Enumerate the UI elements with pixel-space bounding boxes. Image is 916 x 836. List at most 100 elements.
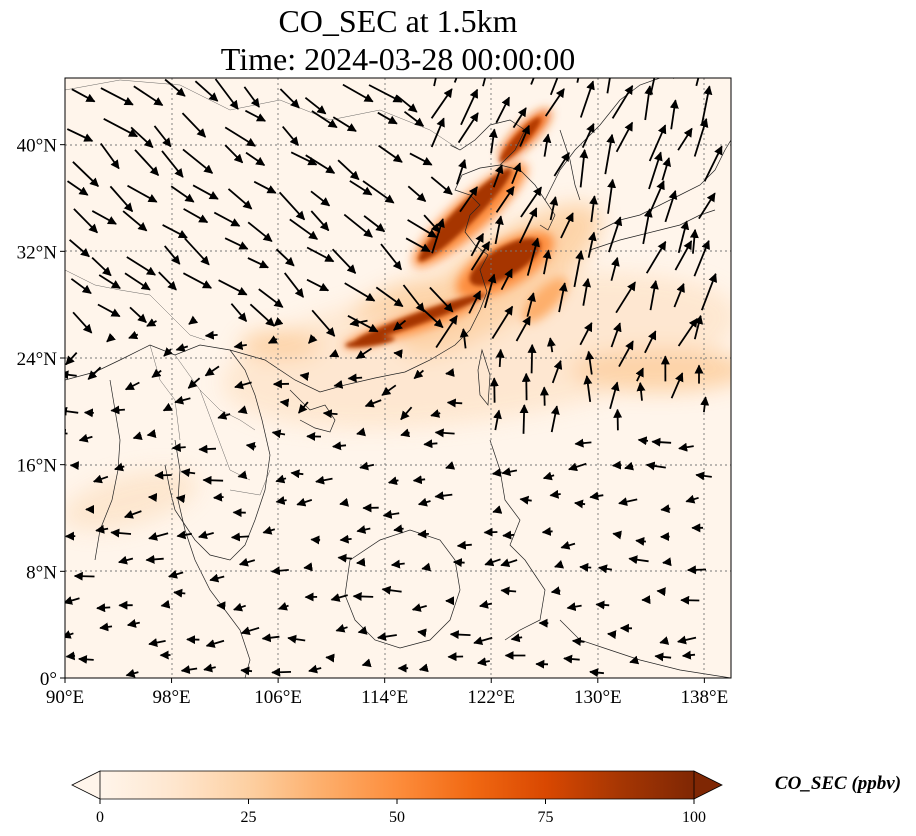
- wind-arrow: [65, 630, 74, 639]
- wind-arrow: [484, 557, 501, 567]
- wind-arrow: [238, 557, 256, 567]
- wind-arrow: [495, 96, 511, 124]
- wind-arrow: [308, 664, 322, 674]
- wind-arrow: [209, 573, 225, 583]
- wind-arrow: [431, 218, 445, 254]
- wind-arrow: [645, 461, 666, 471]
- wind-arrow: [430, 88, 453, 119]
- wind-arrow: [375, 286, 404, 308]
- wind-arrow: [574, 438, 592, 448]
- wind-arrow: [449, 630, 471, 640]
- wind-arrow: [595, 600, 610, 610]
- wind-arrow: [550, 586, 561, 596]
- wind-arrow: [146, 318, 157, 327]
- wind-arrow: [542, 471, 555, 481]
- wind-arrow: [204, 365, 220, 377]
- wind-arrow: [65, 428, 68, 438]
- wind-arrow: [315, 475, 333, 485]
- wind-arrow: [271, 667, 292, 677]
- wind-arrow: [357, 626, 368, 635]
- wind-arrow: [571, 637, 585, 646]
- wind-arrow: [352, 591, 374, 601]
- wind-arrow: [549, 78, 559, 96]
- wind-arrow: [488, 128, 498, 154]
- wind-arrow: [400, 406, 413, 421]
- wind-arrow: [700, 272, 718, 311]
- wind-arrow: [72, 161, 99, 187]
- wind-arrow: [100, 142, 120, 170]
- wind-arrow: [298, 401, 309, 414]
- wind-arrow: [558, 282, 568, 313]
- wind-arrow: [183, 208, 209, 224]
- wind-vectors: [65, 78, 723, 678]
- wind-arrow: [65, 370, 77, 380]
- wind-arrow: [579, 322, 593, 346]
- wind-arrow: [693, 118, 709, 157]
- wind-arrow: [122, 210, 148, 232]
- wind-arrow: [339, 497, 349, 507]
- wind-arrow: [421, 308, 444, 329]
- wind-arrow: [337, 553, 352, 563]
- wind-arrow: [615, 121, 634, 153]
- colorbar-tick-label: 50: [389, 809, 405, 826]
- wind-arrow: [175, 494, 186, 504]
- wind-arrow: [130, 126, 154, 149]
- wind-arrow: [607, 630, 617, 640]
- wind-arrow: [331, 248, 357, 274]
- wind-arrow: [290, 469, 304, 479]
- wind-arrow: [677, 317, 698, 347]
- wind-arrow: [335, 623, 348, 633]
- wind-arrow: [91, 210, 117, 225]
- wind-arrow: [423, 439, 438, 449]
- wind-arrow: [672, 78, 675, 79]
- wind-arrow: [70, 278, 92, 295]
- wind-arrow: [110, 405, 125, 415]
- wind-arrow: [162, 224, 188, 239]
- wind-arrow: [396, 95, 418, 113]
- wind-arrow: [642, 208, 653, 245]
- wind-arrow: [473, 636, 493, 646]
- x-tick-label: 98°E: [152, 687, 190, 708]
- wind-arrow: [678, 442, 694, 452]
- wind-arrow: [701, 85, 713, 125]
- wind-arrow: [402, 284, 425, 313]
- wind-arrow: [677, 635, 697, 645]
- wind-arrow: [359, 461, 375, 471]
- wind-arrow: [457, 112, 479, 144]
- wind-arrow: [92, 474, 109, 484]
- wind-arrow: [673, 282, 685, 308]
- wind-arrow: [198, 444, 217, 454]
- wind-arrow: [213, 492, 224, 502]
- wind-arrow: [356, 525, 371, 534]
- wind-arrow: [589, 491, 604, 501]
- wind-arrow: [413, 369, 424, 380]
- wind-arrow: [624, 461, 635, 471]
- wind-arrow: [258, 288, 284, 308]
- wind-arrow: [421, 562, 432, 572]
- x-tick-label: 90°E: [46, 687, 84, 708]
- wind-arrow: [305, 154, 336, 174]
- wind-arrow: [669, 99, 679, 130]
- wind-arrow: [109, 185, 134, 213]
- wind-arrow: [100, 87, 134, 106]
- wind-arrow: [273, 317, 284, 327]
- wind-arrow: [520, 186, 543, 218]
- wind-arrow: [662, 557, 672, 567]
- wind-arrow: [283, 272, 305, 298]
- wind-arrow: [368, 84, 403, 103]
- wind-arrow: [153, 125, 172, 148]
- wind-arrow: [290, 151, 318, 166]
- colorbar-extend-low: [71, 770, 101, 800]
- wind-arrow: [609, 381, 620, 410]
- wind-arrow: [247, 221, 273, 243]
- wind-arrow: [644, 330, 657, 354]
- wind-arrow: [563, 654, 580, 664]
- wind-arrow: [585, 350, 595, 375]
- wind-arrow: [418, 663, 429, 673]
- x-tick-label: 122°E: [467, 687, 515, 708]
- wind-arrow: [261, 633, 280, 643]
- wind-arrow: [502, 530, 515, 540]
- wind-arrow: [234, 380, 252, 390]
- wind-arrow: [608, 216, 623, 253]
- wind-arrow: [124, 381, 140, 391]
